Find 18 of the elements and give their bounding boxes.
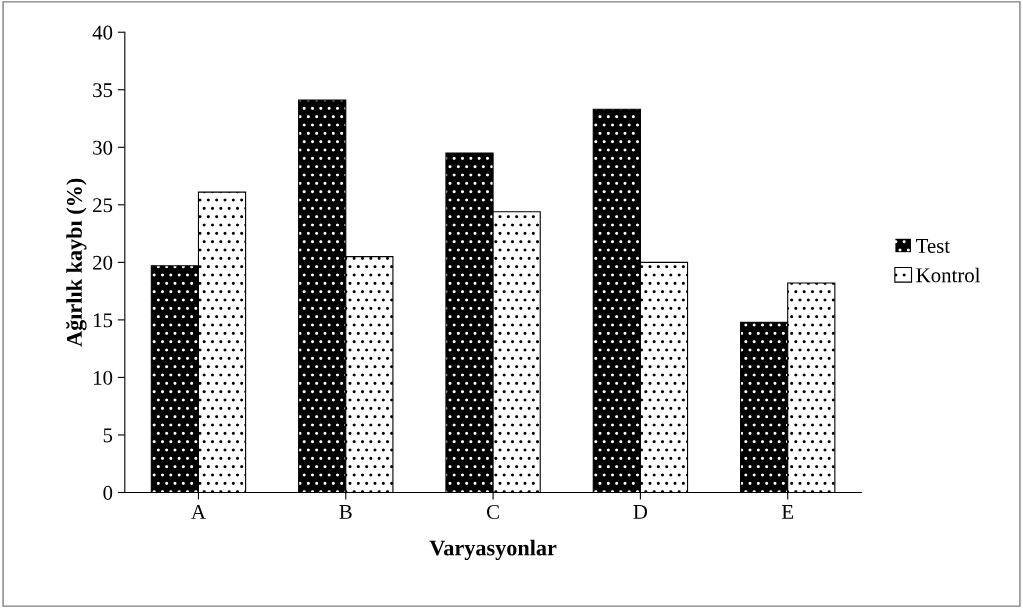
x-tick-label: C (486, 504, 499, 519)
legend-label: Test (916, 239, 950, 253)
x-tick-label: E (781, 505, 794, 519)
y-tick-label: 40 (92, 25, 113, 40)
x-axis-title: Varyasyonlar (429, 539, 557, 561)
x-tick-label: D (633, 505, 648, 519)
y-tick-label: 25 (93, 198, 113, 213)
y-tick-label: 20 (93, 255, 113, 270)
y-tick-label: 35 (93, 83, 113, 98)
x-tick-label: B (339, 505, 352, 519)
y-axis-title: Ağırlık kaybı (%) (66, 178, 87, 347)
x-tick-label: A (191, 504, 206, 519)
y-tick-label: 0 (103, 485, 113, 500)
y-tick-label: 5 (103, 428, 113, 443)
y-tick-label: 10 (94, 370, 113, 385)
y-tick-label: 15 (94, 313, 113, 328)
y-tick-label: 30 (93, 140, 113, 155)
legend-label: Kontrol (916, 267, 981, 283)
